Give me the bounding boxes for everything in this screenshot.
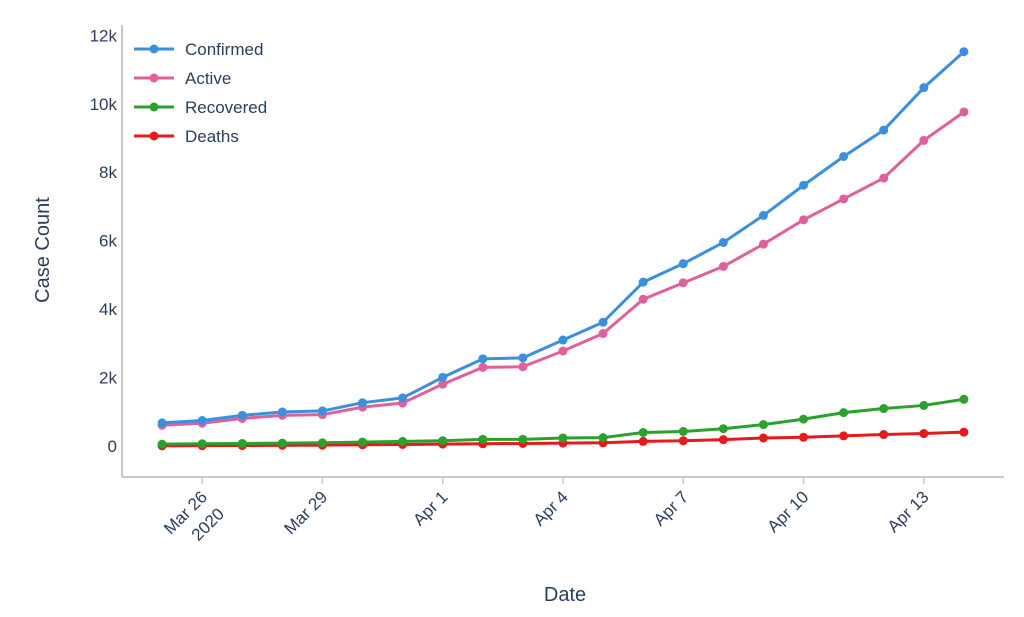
data-point-recovered[interactable]	[317, 438, 327, 448]
data-point-recovered[interactable]	[678, 426, 688, 436]
data-point-active[interactable]	[758, 239, 768, 249]
data-point-active[interactable]	[438, 379, 448, 389]
data-point-active[interactable]	[919, 135, 929, 145]
data-point-confirmed[interactable]	[478, 354, 488, 364]
series-layer	[157, 47, 969, 451]
data-point-deaths[interactable]	[799, 432, 809, 442]
data-point-confirmed[interactable]	[317, 406, 327, 416]
data-point-recovered[interactable]	[157, 439, 167, 449]
data-point-recovered[interactable]	[598, 433, 608, 443]
data-point-confirmed[interactable]	[277, 407, 287, 417]
y-tick-label: 12k	[90, 26, 118, 45]
y-tick-label: 2k	[99, 369, 117, 388]
y-axis-title: Case Count	[32, 197, 54, 303]
data-point-confirmed[interactable]	[638, 277, 648, 287]
data-point-confirmed[interactable]	[758, 210, 768, 220]
x-tick-label: Apr 13	[884, 487, 933, 536]
x-tick-label: Apr 7	[650, 487, 692, 529]
data-point-recovered[interactable]	[518, 434, 528, 444]
data-point-recovered[interactable]	[358, 437, 368, 447]
y-tick-label: 4k	[99, 300, 117, 319]
data-point-recovered[interactable]	[197, 439, 207, 449]
data-point-confirmed[interactable]	[398, 393, 408, 403]
data-point-recovered[interactable]	[959, 394, 969, 404]
data-point-confirmed[interactable]	[358, 398, 368, 408]
data-point-confirmed[interactable]	[959, 47, 969, 57]
data-point-confirmed[interactable]	[598, 317, 608, 327]
data-point-recovered[interactable]	[718, 424, 728, 434]
data-point-confirmed[interactable]	[879, 125, 889, 135]
legend-item-deaths[interactable]: Deaths	[134, 127, 239, 146]
data-point-recovered[interactable]	[237, 438, 247, 448]
data-point-confirmed[interactable]	[237, 410, 247, 420]
data-point-active[interactable]	[879, 173, 889, 183]
data-point-active[interactable]	[558, 346, 568, 356]
legend-item-active[interactable]: Active	[134, 69, 231, 88]
data-point-confirmed[interactable]	[678, 259, 688, 269]
data-point-recovered[interactable]	[478, 434, 488, 444]
x-tick-label: Apr 1	[409, 487, 451, 529]
data-point-recovered[interactable]	[758, 420, 768, 430]
data-point-deaths[interactable]	[919, 429, 929, 439]
data-point-confirmed[interactable]	[839, 151, 849, 161]
data-point-recovered[interactable]	[879, 404, 889, 414]
legend-label-active: Active	[185, 69, 231, 88]
data-point-active[interactable]	[718, 261, 728, 271]
data-point-active[interactable]	[799, 215, 809, 225]
data-point-recovered[interactable]	[839, 408, 849, 418]
data-point-confirmed[interactable]	[197, 416, 207, 425]
y-tick-label: 8k	[99, 163, 117, 182]
data-point-recovered[interactable]	[799, 414, 809, 424]
data-point-active[interactable]	[638, 294, 648, 304]
y-tick-label: 10k	[90, 95, 118, 114]
series-confirmed	[157, 47, 969, 428]
data-point-active[interactable]	[678, 278, 688, 288]
data-point-recovered[interactable]	[398, 436, 408, 446]
data-point-deaths[interactable]	[678, 436, 688, 446]
data-point-active[interactable]	[478, 362, 488, 372]
x-axis-title: Date	[544, 584, 586, 606]
data-point-recovered[interactable]	[438, 436, 448, 446]
data-point-recovered[interactable]	[638, 427, 648, 437]
legend-label-confirmed: Confirmed	[185, 40, 263, 59]
legend-item-confirmed[interactable]: Confirmed	[134, 40, 263, 59]
data-point-deaths[interactable]	[839, 431, 849, 441]
data-point-confirmed[interactable]	[558, 335, 568, 345]
legend[interactable]: Confirmed Active Recovered Deaths	[134, 40, 267, 146]
data-point-deaths[interactable]	[959, 427, 969, 437]
legend-marker-active	[149, 73, 159, 83]
data-point-active[interactable]	[518, 362, 528, 372]
legend-marker-confirmed	[149, 44, 159, 54]
data-point-active[interactable]	[598, 329, 608, 339]
data-point-recovered[interactable]	[919, 400, 929, 410]
data-point-confirmed[interactable]	[157, 418, 167, 428]
data-point-active[interactable]	[839, 194, 849, 204]
data-point-deaths[interactable]	[758, 433, 768, 443]
data-point-deaths[interactable]	[718, 435, 728, 445]
data-point-deaths[interactable]	[879, 430, 889, 440]
data-point-recovered[interactable]	[277, 438, 287, 448]
data-point-confirmed[interactable]	[718, 237, 728, 247]
legend-label-recovered: Recovered	[185, 98, 267, 117]
legend-item-recovered[interactable]: Recovered	[134, 98, 267, 117]
legend-marker-deaths	[149, 131, 159, 141]
data-point-confirmed[interactable]	[919, 83, 929, 93]
x-tick-label: Mar 29	[280, 487, 331, 538]
x-tick-label: Apr 4	[530, 487, 572, 529]
data-point-confirmed[interactable]	[799, 180, 809, 190]
y-tick-label: 0	[108, 437, 117, 456]
y-tick-label: 6k	[99, 232, 117, 251]
data-point-recovered[interactable]	[558, 433, 568, 443]
data-point-confirmed[interactable]	[518, 353, 528, 363]
data-point-confirmed[interactable]	[438, 372, 448, 382]
legend-marker-recovered	[149, 102, 159, 112]
data-point-deaths[interactable]	[638, 436, 648, 446]
legend-label-deaths: Deaths	[185, 127, 239, 146]
data-point-active[interactable]	[959, 107, 969, 117]
series-recovered	[157, 394, 969, 449]
x-tick-label: Apr 10	[764, 487, 813, 536]
series-line-confirmed	[160, 50, 966, 425]
